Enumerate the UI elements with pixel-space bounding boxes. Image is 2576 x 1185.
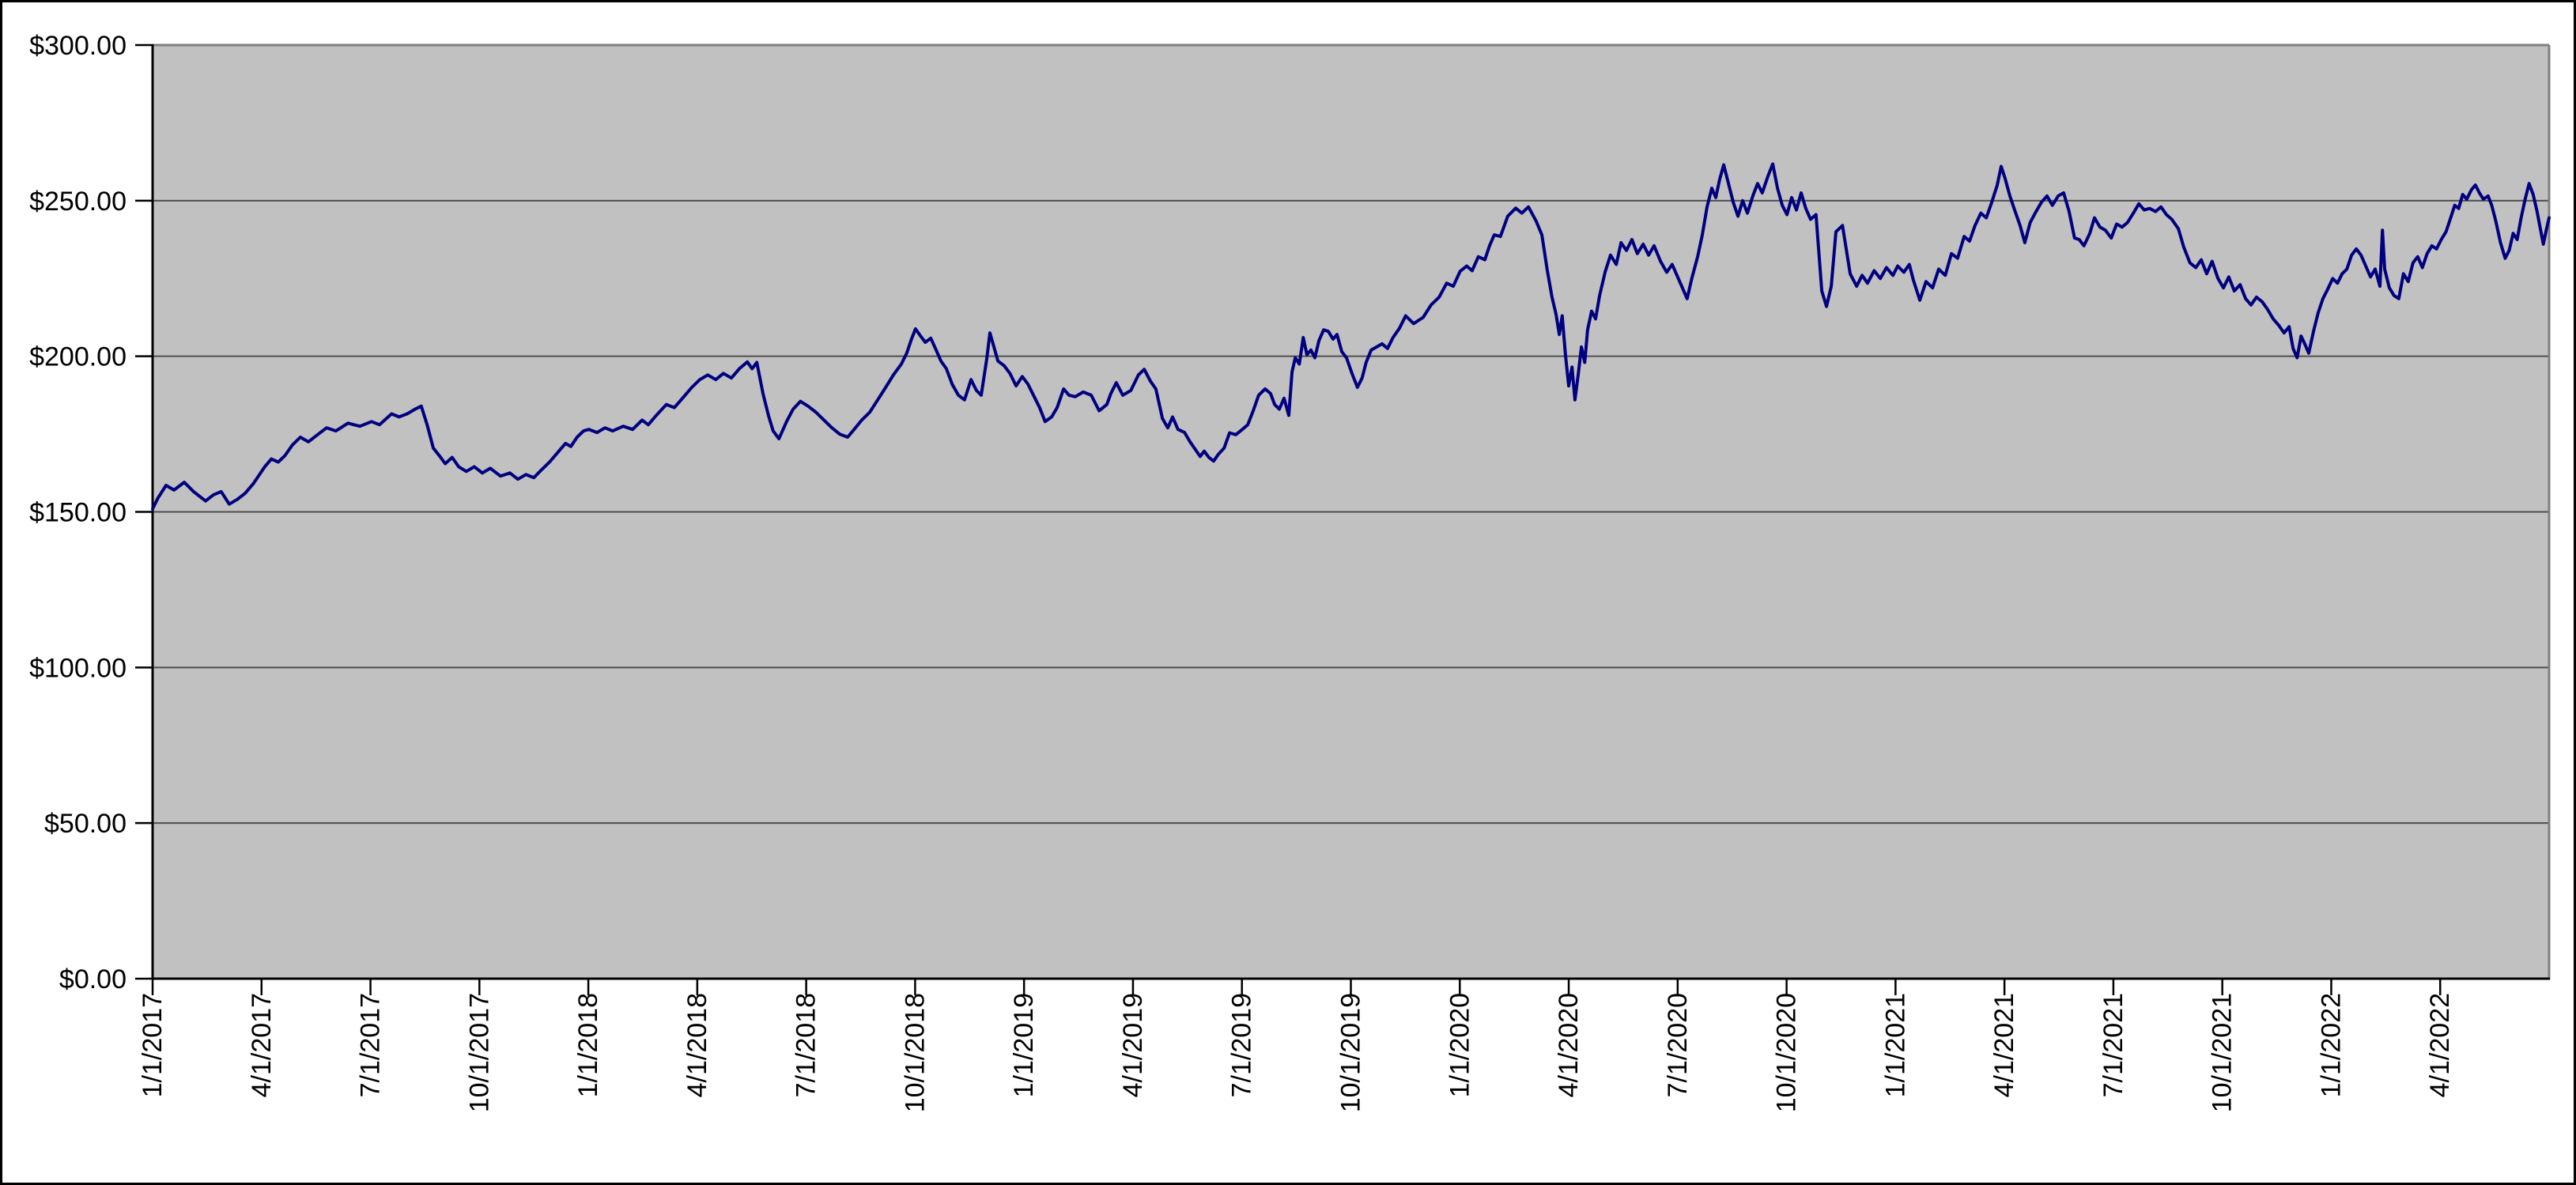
x-axis-label: 1/1/2018 <box>573 993 603 1097</box>
x-axis-label: 10/1/2021 <box>2208 993 2238 1112</box>
price-line <box>151 162 2551 511</box>
x-axis-label: 4/1/2022 <box>2425 993 2455 1097</box>
x-axis-label: 1/1/2021 <box>1880 993 1910 1097</box>
x-axis-label: 7/1/2018 <box>791 993 822 1097</box>
x-axis-label: 10/1/2019 <box>1336 993 1366 1112</box>
x-axis-label: 4/1/2021 <box>1989 993 2019 1097</box>
x-axis-label: 1/1/2020 <box>1445 993 1475 1097</box>
x-axis-label: 1/1/2019 <box>1009 993 1039 1097</box>
x-axis-label: 1/1/2022 <box>2316 993 2346 1097</box>
y-axis-label: $150.00 <box>29 498 127 528</box>
x-axis-label: 4/1/2019 <box>1118 993 1148 1097</box>
y-axis-label: $200.00 <box>29 342 127 372</box>
x-axis-label: 7/1/2017 <box>356 993 386 1097</box>
y-axis-label: $300.00 <box>29 31 127 61</box>
x-axis-label: 10/1/2018 <box>900 993 930 1112</box>
x-axis-label: 4/1/2017 <box>247 993 277 1097</box>
y-axis-label: $50.00 <box>44 809 127 839</box>
y-axis-label: $100.00 <box>29 653 127 683</box>
x-axis-label: 7/1/2019 <box>1227 993 1257 1097</box>
y-axis-label: $250.00 <box>29 187 127 217</box>
y-axis-label: $0.00 <box>59 964 127 994</box>
x-axis-label: 1/1/2017 <box>138 993 168 1097</box>
x-axis-label: 7/1/2020 <box>1663 993 1693 1097</box>
x-axis-label: 10/1/2020 <box>1772 993 1802 1112</box>
x-axis-label: 7/1/2021 <box>2098 993 2128 1097</box>
x-axis-label: 4/1/2020 <box>1554 993 1584 1097</box>
x-axis-label: 10/1/2017 <box>464 993 494 1112</box>
x-axis-label: 4/1/2018 <box>682 993 712 1097</box>
